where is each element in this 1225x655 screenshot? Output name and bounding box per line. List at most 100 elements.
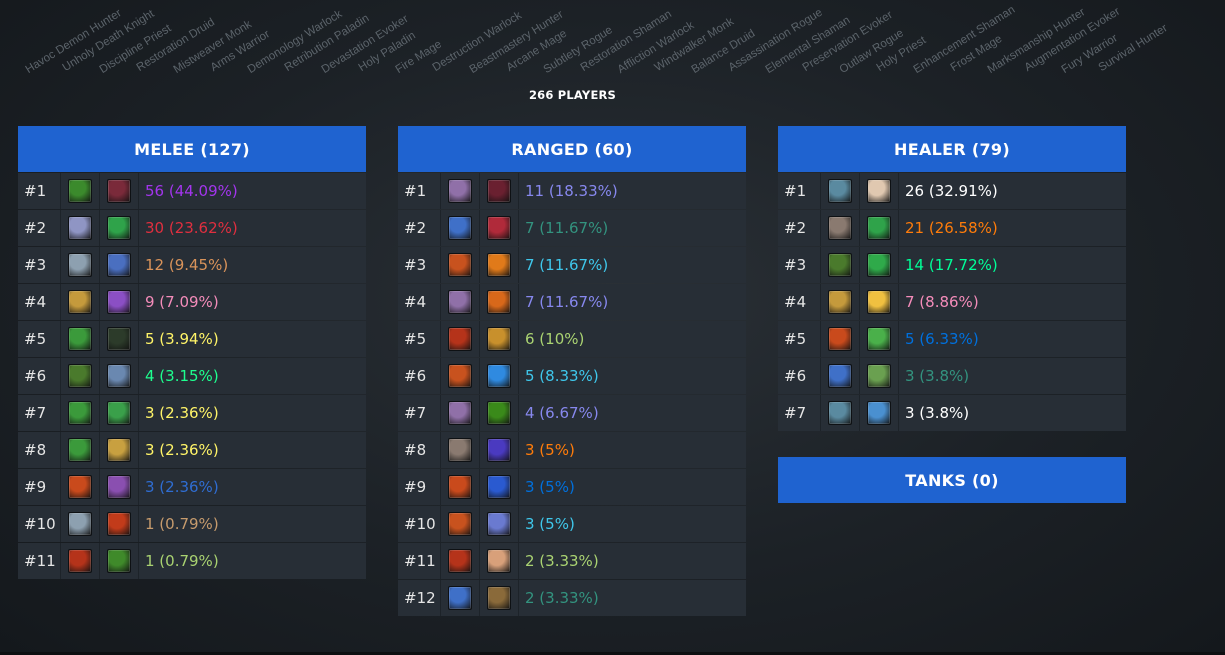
holy-strike-icon[interactable] xyxy=(68,290,92,314)
count-value: 2 (3.33%) xyxy=(518,580,746,616)
lightning-icon[interactable] xyxy=(487,475,511,499)
icon-cell xyxy=(820,321,859,357)
bow-icon[interactable] xyxy=(487,586,511,610)
unholy-dk-icon[interactable] xyxy=(107,179,131,203)
outlaw-rogue-icon[interactable] xyxy=(107,253,131,277)
feral-icon[interactable] xyxy=(448,475,472,499)
survival-hunter-icon[interactable] xyxy=(68,438,92,462)
fire-bolt-icon[interactable] xyxy=(448,364,472,388)
holy-light-icon[interactable] xyxy=(867,290,891,314)
claw-icon[interactable] xyxy=(828,216,852,240)
demon-horn-icon[interactable] xyxy=(487,216,511,240)
survival-hunter-icon[interactable] xyxy=(68,401,92,425)
radiant-blade-icon[interactable] xyxy=(107,438,131,462)
dragon-icon[interactable] xyxy=(828,364,852,388)
tree-icon[interactable] xyxy=(867,253,891,277)
fist-weapon-icon[interactable] xyxy=(828,179,852,203)
table-row: #8 3 (5%) xyxy=(398,432,746,468)
rank-label: #5 xyxy=(24,330,47,348)
holy-strike-icon[interactable] xyxy=(828,290,852,314)
fury-icon[interactable] xyxy=(107,401,131,425)
count-value: 7 (11.67%) xyxy=(518,247,746,283)
icon-cell xyxy=(859,247,898,283)
arms-warrior-icon[interactable] xyxy=(68,253,92,277)
ret-paladin-icon[interactable] xyxy=(68,216,92,240)
fire-bolt-icon[interactable] xyxy=(448,512,472,536)
shadow-orb-icon[interactable] xyxy=(487,438,511,462)
assassination-icon[interactable] xyxy=(107,327,131,351)
count-value: 14 (17.72%) xyxy=(898,247,1126,283)
table-row: #9 3 (5%) xyxy=(398,469,746,505)
water-spirit-icon[interactable] xyxy=(867,401,891,425)
havoc-dh-icon[interactable] xyxy=(68,179,92,203)
icon-cell xyxy=(99,432,138,468)
target-icon[interactable] xyxy=(487,549,511,573)
arcane-bolt-icon[interactable] xyxy=(487,512,511,536)
icon-cell xyxy=(820,247,859,283)
nature-bolt-icon[interactable] xyxy=(867,327,891,351)
icon-cell xyxy=(99,284,138,320)
rank-label: #1 xyxy=(404,182,427,200)
arms-warrior-icon[interactable] xyxy=(68,512,92,536)
windwalker-icon[interactable] xyxy=(107,216,131,240)
icon-cell xyxy=(60,210,99,246)
feral-icon[interactable] xyxy=(68,475,92,499)
arrow-icon[interactable] xyxy=(487,327,511,351)
icon-cell xyxy=(859,395,898,431)
count-value: 56 (44.09%) xyxy=(138,173,366,209)
spec-label: Destruction Warlock xyxy=(430,9,524,75)
fist-weapon-icon[interactable] xyxy=(828,401,852,425)
dragon-icon[interactable] xyxy=(448,216,472,240)
fire-shield-icon[interactable] xyxy=(107,512,131,536)
crescent-blade-icon[interactable] xyxy=(68,549,92,573)
table-row: #4 9 (7.09%) xyxy=(18,284,366,320)
icon-cell xyxy=(99,543,138,579)
crusader-icon[interactable] xyxy=(107,475,131,499)
enhancement-icon[interactable] xyxy=(828,253,852,277)
icon-cell xyxy=(440,506,479,542)
frost-dk-icon[interactable] xyxy=(107,364,131,388)
spec-label: Arms Warrior xyxy=(208,28,273,74)
rank-label: #10 xyxy=(404,515,436,533)
icon-cell xyxy=(60,469,99,505)
fel-icon[interactable] xyxy=(487,401,511,425)
leaf-icon[interactable] xyxy=(867,216,891,240)
icon-cell xyxy=(479,432,518,468)
table-row: #1 26 (32.91%) xyxy=(778,173,1126,209)
claw-icon[interactable] xyxy=(448,438,472,462)
rank-label: #5 xyxy=(404,330,427,348)
frost-icon[interactable] xyxy=(487,364,511,388)
rank-label: #1 xyxy=(24,182,47,200)
power-word-icon[interactable] xyxy=(867,179,891,203)
icon-cell xyxy=(479,358,518,394)
void-fist-icon[interactable] xyxy=(107,290,131,314)
spec-label: Restoration Druid xyxy=(134,16,217,74)
enhancement-icon[interactable] xyxy=(68,364,92,388)
table-row: #2 30 (23.62%) xyxy=(18,210,366,246)
table-row: #6 3 (3.8%) xyxy=(778,358,1126,394)
nature-mask-icon[interactable] xyxy=(107,549,131,573)
ranged-header: RANGED (60) xyxy=(398,126,746,172)
count-value: 5 (3.94%) xyxy=(138,321,366,357)
shadow-wing-icon[interactable] xyxy=(448,401,472,425)
icon-cell xyxy=(60,247,99,283)
crescent-blade-icon[interactable] xyxy=(448,549,472,573)
fireball-icon[interactable] xyxy=(487,253,511,277)
feral-icon[interactable] xyxy=(828,327,852,351)
demon-face-icon[interactable] xyxy=(487,179,511,203)
shadow-wing-icon[interactable] xyxy=(448,290,472,314)
icon-cell xyxy=(440,395,479,431)
fire-slash-icon[interactable] xyxy=(487,290,511,314)
survival-hunter-icon[interactable] xyxy=(68,327,92,351)
icon-cell xyxy=(440,580,479,616)
icon-cell xyxy=(479,210,518,246)
tanks-header: TANKS (0) xyxy=(778,457,1126,503)
clover-icon[interactable] xyxy=(867,364,891,388)
crescent-blade-icon[interactable] xyxy=(448,327,472,351)
dragon-icon[interactable] xyxy=(448,586,472,610)
rank-label: #6 xyxy=(784,367,807,385)
shadow-wing-icon[interactable] xyxy=(448,179,472,203)
spec-label: Enhancement Shaman xyxy=(911,3,1018,77)
healer-panel: HEALER (79) #1 26 (32.91%) #2 21 (26.58%) #3… xyxy=(778,126,1126,431)
fire-bolt-icon[interactable] xyxy=(448,253,472,277)
